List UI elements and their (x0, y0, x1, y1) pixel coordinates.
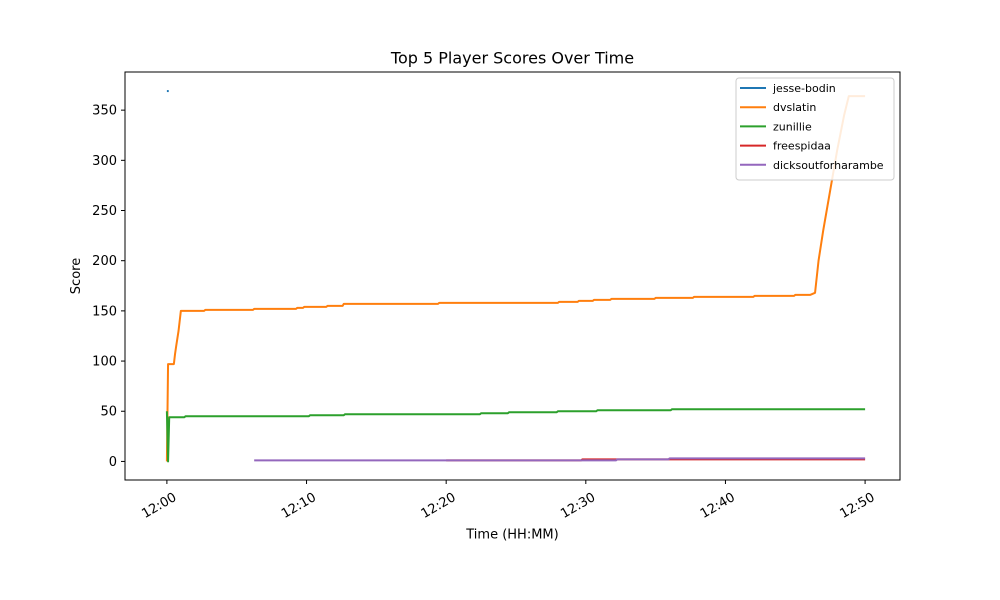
y-axis: 0 50 100 150 200 250 300 350 (92, 104, 125, 470)
legend-label-freespidaa: freespidaa (773, 140, 831, 153)
y-tick-label: 300 (92, 154, 117, 169)
y-tick-label: 150 (92, 304, 117, 319)
plot-frame (124, 71, 901, 481)
y-tick-label: 250 (92, 204, 117, 219)
legend-box (735, 77, 895, 181)
series-line-dicksoutforharambe (254, 457, 866, 462)
y-tick-label: 50 (100, 405, 117, 420)
plot-area (165, 90, 866, 463)
legend: jesse-bodin dvslatin zunillie freespidaa dic… (735, 77, 895, 181)
legend-label-dvslatin: dvslatin (773, 101, 816, 114)
y-axis-label: Score (69, 258, 84, 294)
y-tick-label: 100 (92, 355, 117, 370)
y-tick-label: 0 (109, 455, 117, 470)
y-tick-label: 350 (92, 104, 117, 119)
y-tick-label: 200 (92, 254, 117, 269)
x-axis-label: Time (HH:MM) (465, 528, 558, 543)
chart-title: Top 5 Player Scores Over Time (390, 49, 634, 68)
legend-label-jesse-bodin: jesse-bodin (772, 82, 836, 95)
series-line-dvslatin (165, 95, 866, 462)
legend-label-zunillie: zunillie (773, 120, 812, 133)
series-line-zunillie (165, 408, 866, 463)
legend-label-dicksoutforharambe: dicksoutforharambe (773, 159, 884, 172)
